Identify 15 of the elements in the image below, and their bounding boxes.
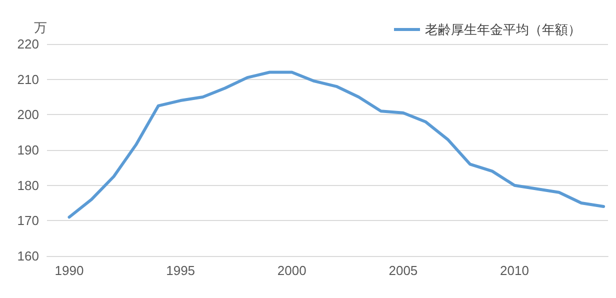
x-tick-label: 1995 bbox=[166, 263, 196, 278]
x-tick-label: 2000 bbox=[277, 263, 306, 278]
y-tick-label: 220 bbox=[17, 36, 39, 52]
y-tick-label: 160 bbox=[17, 248, 39, 264]
legend-label: 老齢厚生年金平均（年額） bbox=[425, 22, 581, 37]
x-tick-label: 2010 bbox=[500, 263, 529, 278]
x-tick-label: 2005 bbox=[388, 263, 418, 278]
x-tick-label: 1990 bbox=[54, 263, 84, 278]
y-tick-label: 210 bbox=[17, 72, 39, 87]
y-tick-label: 200 bbox=[17, 107, 39, 122]
y-tick-label: 180 bbox=[17, 178, 39, 193]
y-axis-title: 万 bbox=[34, 20, 47, 35]
y-tick-label: 170 bbox=[17, 213, 39, 228]
line-series bbox=[68, 70, 606, 219]
y-tick-label: 190 bbox=[17, 142, 39, 158]
